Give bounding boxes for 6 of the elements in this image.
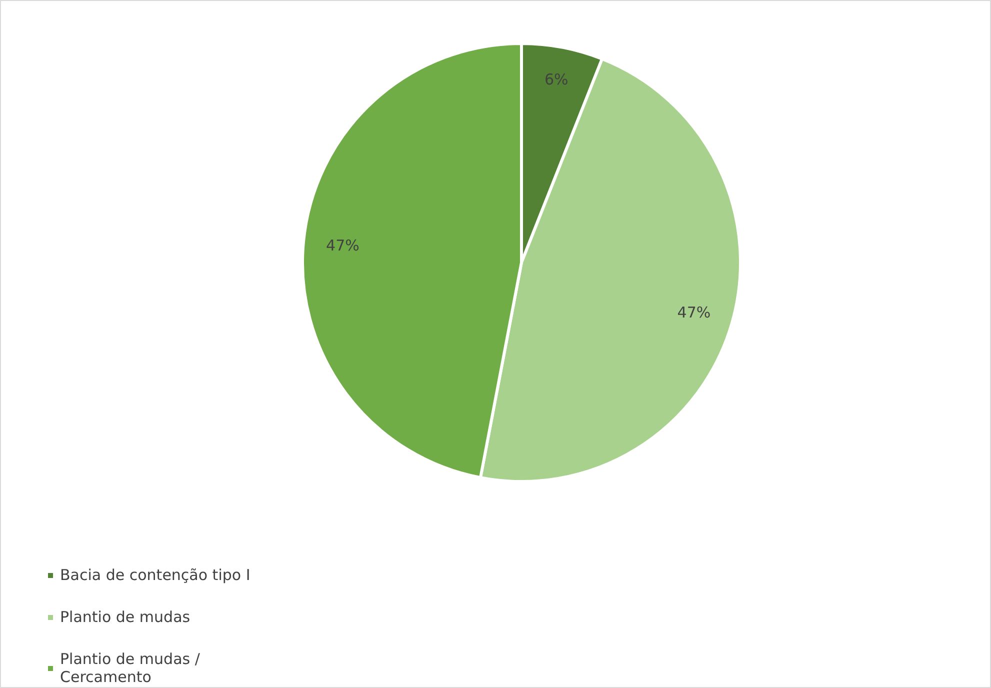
legend-label: Plantio de mudas (60, 608, 190, 626)
data-label: 47% (677, 304, 711, 322)
legend-label: Bacia de contenção tipo I (60, 566, 250, 584)
data-label: 47% (326, 236, 360, 255)
data-label: 6% (544, 70, 568, 89)
legend-label: Plantio de mudas / Cercamento (60, 650, 200, 686)
